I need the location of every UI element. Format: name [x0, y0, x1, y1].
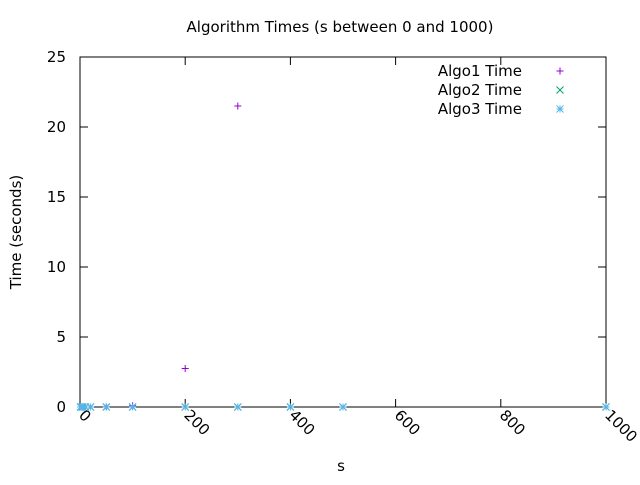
- y-tick-label: 10: [47, 258, 66, 276]
- x-tick-label: 600: [391, 406, 424, 439]
- y-tick-label: 25: [47, 48, 66, 66]
- series1-point: [234, 102, 242, 110]
- plot-frame: [79, 56, 607, 408]
- y-tick-label: 5: [56, 328, 66, 346]
- y-tick-label: 20: [47, 118, 66, 136]
- legend-marker: [556, 105, 564, 113]
- series3-point: [286, 403, 295, 411]
- chart-title: Algorithm Times (s between 0 and 1000): [187, 18, 494, 36]
- legend-label: Algo2 Time: [438, 81, 522, 99]
- series3-point: [102, 403, 111, 411]
- x-tick-label: 1000: [601, 406, 640, 446]
- series3-point: [233, 403, 242, 411]
- legend-marker: [556, 86, 564, 94]
- y-tick-label: 0: [56, 398, 66, 416]
- series3-point: [181, 403, 190, 411]
- x-tick-label: 400: [286, 406, 319, 439]
- series1-point: [181, 365, 189, 372]
- legend-marker: [556, 67, 564, 75]
- x-tick-label: 200: [180, 406, 213, 439]
- legend-label: Algo3 Time: [438, 100, 522, 118]
- y-axis-label: Time (seconds): [7, 175, 25, 291]
- x-axis: 0 200 400 600 800 1000: [75, 57, 640, 446]
- series3-point: [86, 403, 95, 411]
- x-axis-label: s: [337, 457, 345, 475]
- x-tick-label: 800: [496, 406, 529, 439]
- legend-label: Algo1 Time: [438, 62, 522, 80]
- y-axis: 0 5 10 15 20 25: [47, 48, 606, 416]
- series3-point: [339, 403, 347, 411]
- series3-point: [602, 403, 610, 411]
- y-tick-label: 15: [47, 188, 66, 206]
- data-points: [76, 102, 610, 411]
- series3-point: [128, 403, 137, 411]
